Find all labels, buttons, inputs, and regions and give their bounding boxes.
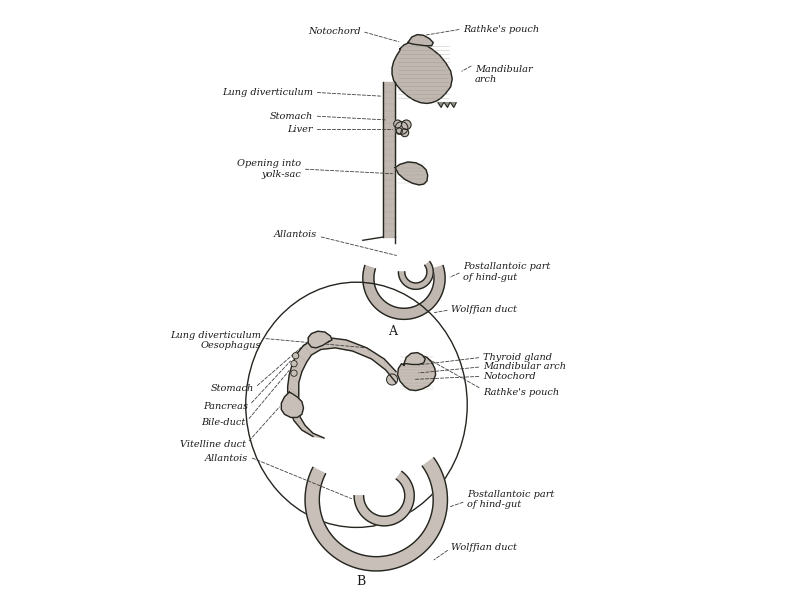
Circle shape bbox=[291, 370, 297, 376]
Text: Lung diverticulum: Lung diverticulum bbox=[170, 331, 262, 340]
Polygon shape bbox=[382, 82, 395, 237]
Text: Notochord: Notochord bbox=[308, 27, 361, 36]
Circle shape bbox=[293, 353, 298, 359]
Polygon shape bbox=[308, 331, 332, 348]
Circle shape bbox=[402, 120, 411, 130]
Text: Pancreas: Pancreas bbox=[203, 402, 248, 411]
Circle shape bbox=[396, 128, 402, 134]
Polygon shape bbox=[288, 338, 396, 438]
Polygon shape bbox=[392, 43, 452, 103]
Text: Thyroid gland: Thyroid gland bbox=[483, 353, 552, 362]
Polygon shape bbox=[408, 35, 434, 46]
Text: Lung diverticulum: Lung diverticulum bbox=[222, 88, 313, 97]
Circle shape bbox=[386, 374, 398, 385]
Text: Notochord: Notochord bbox=[483, 372, 536, 381]
Circle shape bbox=[394, 120, 402, 128]
Polygon shape bbox=[282, 392, 303, 418]
Text: Rathke's pouch: Rathke's pouch bbox=[483, 388, 559, 397]
Polygon shape bbox=[398, 262, 434, 289]
Text: Opening into
yolk-sac: Opening into yolk-sac bbox=[237, 160, 301, 179]
Text: Oesophagus: Oesophagus bbox=[201, 341, 262, 350]
Circle shape bbox=[291, 361, 297, 367]
Polygon shape bbox=[450, 103, 456, 107]
Text: Allantois: Allantois bbox=[205, 454, 248, 463]
Polygon shape bbox=[363, 266, 445, 319]
Polygon shape bbox=[354, 472, 414, 526]
Text: Liver: Liver bbox=[287, 125, 313, 134]
Text: Postallantoic part
of hind-gut: Postallantoic part of hind-gut bbox=[467, 490, 554, 509]
Text: A: A bbox=[387, 325, 397, 338]
Polygon shape bbox=[444, 103, 450, 107]
Text: B: B bbox=[356, 575, 365, 588]
Text: Stomach: Stomach bbox=[270, 112, 313, 121]
Polygon shape bbox=[438, 103, 443, 107]
Text: Wolffian duct: Wolffian duct bbox=[451, 305, 518, 314]
Circle shape bbox=[395, 122, 408, 134]
Text: Wolffian duct: Wolffian duct bbox=[451, 542, 518, 551]
Text: Allantois: Allantois bbox=[274, 230, 317, 239]
Text: Vitelline duct: Vitelline duct bbox=[180, 440, 246, 449]
Text: Stomach: Stomach bbox=[210, 385, 254, 394]
Polygon shape bbox=[305, 458, 447, 571]
Text: Bile-duct: Bile-duct bbox=[202, 418, 246, 427]
Circle shape bbox=[401, 129, 409, 137]
Text: Rathke's pouch: Rathke's pouch bbox=[463, 25, 539, 34]
Polygon shape bbox=[398, 355, 435, 391]
Text: Mandibular
arch: Mandibular arch bbox=[475, 65, 533, 84]
Text: Postallantoic part
of hind-gut: Postallantoic part of hind-gut bbox=[463, 262, 550, 281]
Polygon shape bbox=[404, 353, 426, 364]
Text: Mandibular arch: Mandibular arch bbox=[483, 362, 566, 371]
Polygon shape bbox=[395, 162, 428, 185]
